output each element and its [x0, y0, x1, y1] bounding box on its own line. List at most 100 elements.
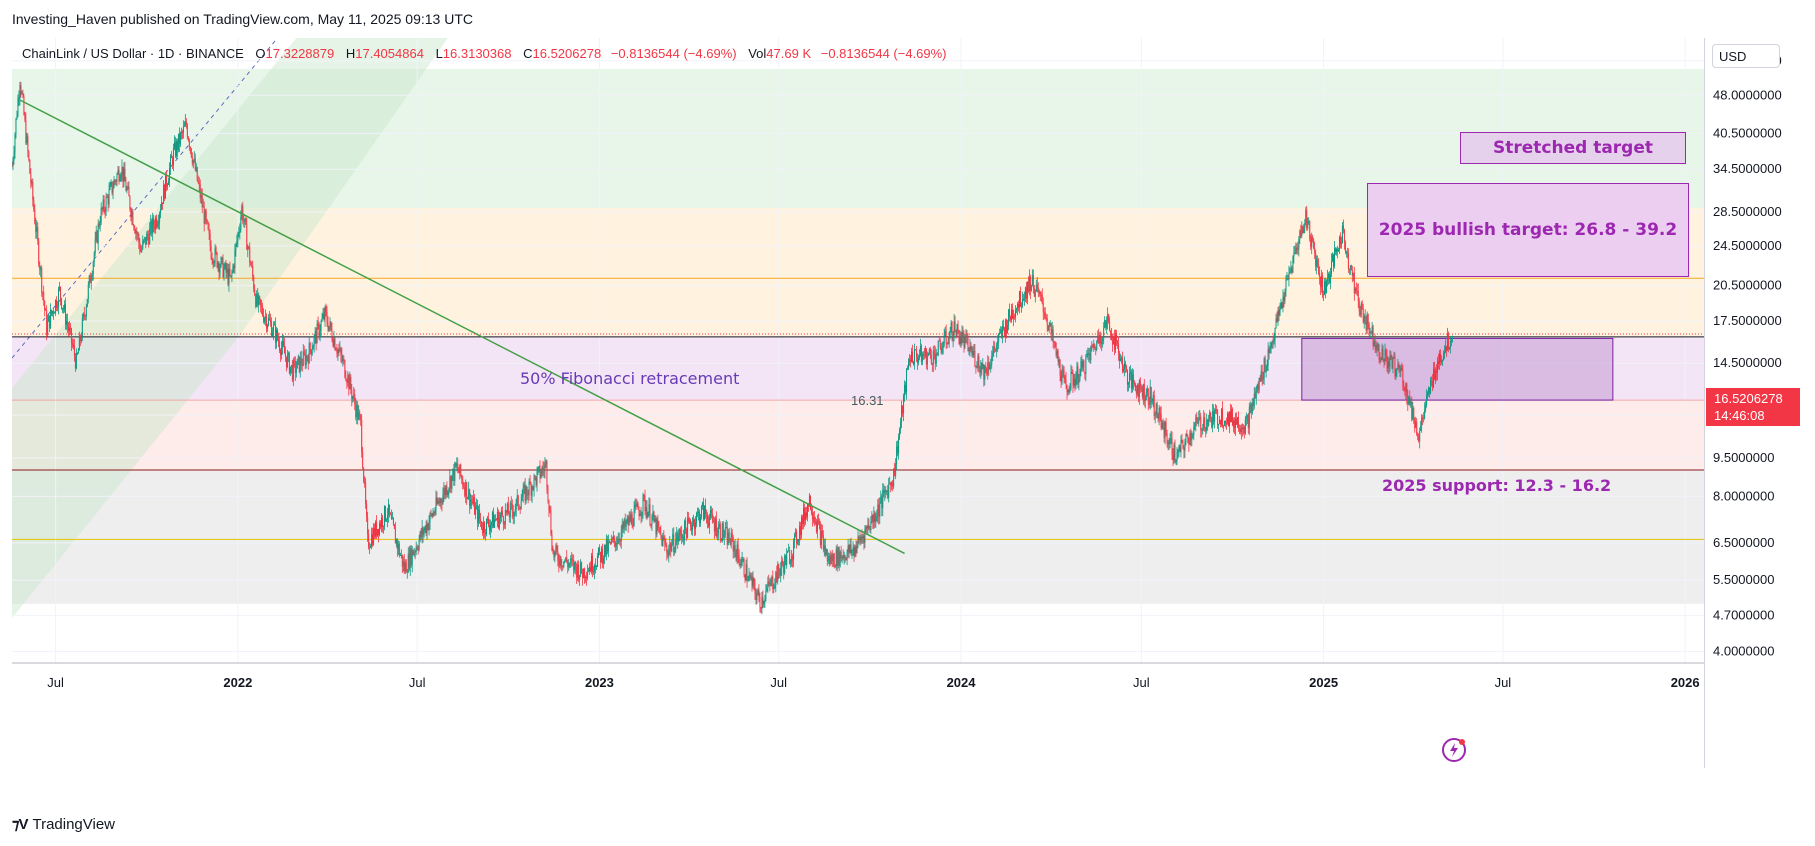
- candle-body: [1179, 446, 1181, 453]
- candle-body: [1053, 341, 1055, 343]
- candle-body: [368, 534, 370, 548]
- candle-body: [886, 490, 888, 492]
- candle-body: [576, 567, 578, 578]
- candle-body: [333, 338, 335, 347]
- candle-body: [119, 178, 121, 182]
- candle-body: [40, 268, 42, 270]
- candle-body: [292, 360, 294, 381]
- candle-body: [727, 532, 729, 545]
- candle-body: [27, 136, 29, 152]
- candle-body: [603, 544, 605, 559]
- candle-body: [408, 553, 410, 569]
- candle-body: [288, 353, 290, 374]
- candle-body: [397, 543, 399, 550]
- candle-body: [1250, 405, 1252, 413]
- candle-body: [846, 551, 848, 561]
- candle-body: [1076, 366, 1078, 378]
- candle-body: [400, 554, 402, 556]
- candle-body: [282, 340, 284, 346]
- candle-body: [1291, 268, 1293, 273]
- candle-body: [656, 519, 658, 535]
- stretched-target-label[interactable]: Stretched target: [1460, 132, 1686, 164]
- fib-level-label: 16.31: [851, 393, 884, 408]
- candle-body: [344, 360, 346, 378]
- candle-body: [1122, 368, 1124, 372]
- candle-body: [1447, 333, 1449, 350]
- candle-body: [1011, 309, 1013, 320]
- brand-name[interactable]: TradingView: [32, 815, 116, 833]
- candle-body: [1052, 329, 1054, 342]
- candle-body: [132, 211, 134, 226]
- candle-body: [25, 119, 27, 144]
- candle-body: [1301, 225, 1303, 236]
- symbol-label[interactable]: ChainLink / US Dollar · 1D · BINANCE: [22, 46, 244, 61]
- time-tick-label-0: Jul: [47, 675, 64, 690]
- candle-body: [426, 523, 428, 534]
- candle-body: [937, 340, 939, 356]
- candle-body: [120, 174, 122, 179]
- candle-body: [1349, 265, 1351, 269]
- candle-body: [1042, 303, 1044, 313]
- candle-body: [244, 218, 246, 222]
- candle-body: [1129, 371, 1131, 374]
- candle-body: [579, 575, 581, 580]
- candle-body: [158, 222, 160, 225]
- candle-body: [1149, 386, 1151, 405]
- bullish-target-label[interactable]: 2025 bullish target: 26.8 - 39.2: [1367, 183, 1689, 277]
- candle-body: [535, 476, 537, 486]
- candle-body: [1088, 353, 1090, 355]
- candle-body: [1134, 383, 1136, 391]
- candle-body: [55, 299, 57, 313]
- candle-body: [13, 152, 15, 161]
- candle-body: [943, 335, 945, 345]
- candle-body: [971, 350, 973, 356]
- candle-body: [993, 346, 995, 354]
- candle-body: [1333, 254, 1335, 267]
- candle-body: [1109, 321, 1111, 331]
- candle-body: [1439, 353, 1441, 362]
- candle-body: [991, 356, 993, 365]
- candle-body: [1217, 410, 1219, 425]
- candle-body: [139, 242, 141, 252]
- candle-body: [536, 471, 538, 486]
- candle-body: [992, 353, 994, 357]
- candle-body: [1388, 361, 1390, 367]
- candle-body: [202, 206, 204, 208]
- candle-body: [677, 533, 679, 542]
- candle-body: [1165, 422, 1167, 434]
- candle-body: [641, 511, 643, 516]
- candle-body: [1035, 284, 1037, 292]
- candle-body: [1157, 414, 1159, 419]
- candle-body: [635, 504, 637, 506]
- candle-body: [1221, 408, 1223, 425]
- tradingview-logo-icon[interactable]: ⁊V: [12, 816, 29, 833]
- candle-body: [324, 306, 326, 320]
- candle-body: [738, 555, 740, 565]
- candle-body: [1104, 320, 1106, 328]
- candle-body: [198, 182, 200, 185]
- candle-body: [117, 169, 119, 175]
- candle-body: [482, 528, 484, 533]
- candle-body: [1027, 282, 1029, 292]
- candle-body: [1260, 371, 1262, 382]
- candle-body: [168, 181, 170, 185]
- candle-body: [1273, 339, 1275, 342]
- candle-body: [816, 520, 818, 532]
- candle-body: [221, 257, 223, 259]
- currency-selector[interactable]: USD: [1712, 44, 1780, 68]
- candle-body: [106, 196, 108, 198]
- candle-body: [1054, 342, 1056, 344]
- candle-body: [229, 268, 231, 276]
- candle-body: [109, 184, 111, 190]
- candle-body: [281, 340, 283, 348]
- bar-countdown: 14:46:08: [1714, 408, 1765, 423]
- candle-body: [200, 195, 202, 199]
- candle-body: [199, 184, 201, 199]
- candle-body: [753, 578, 755, 583]
- candle-body: [877, 504, 879, 516]
- lightning-icon[interactable]: [1441, 737, 1467, 763]
- candle-body: [156, 218, 158, 227]
- candle-body: [315, 331, 317, 344]
- candle-body: [1000, 329, 1002, 333]
- candle-body: [116, 174, 118, 182]
